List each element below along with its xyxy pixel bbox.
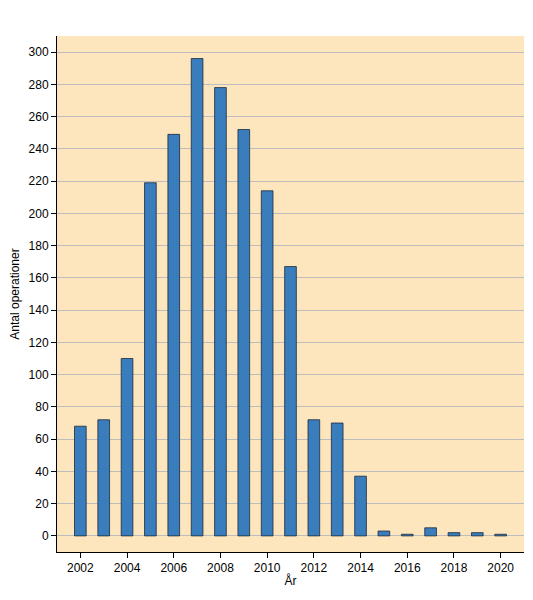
- svg-text:200: 200: [29, 207, 49, 221]
- svg-text:100: 100: [29, 368, 49, 382]
- svg-text:2002: 2002: [67, 561, 94, 575]
- svg-text:180: 180: [29, 239, 49, 253]
- svg-text:20: 20: [35, 497, 49, 511]
- svg-text:2020: 2020: [487, 561, 514, 575]
- svg-text:260: 260: [29, 110, 49, 124]
- svg-text:80: 80: [35, 400, 49, 414]
- svg-text:300: 300: [29, 45, 49, 59]
- svg-text:Antal operationer: Antal operationer: [8, 248, 22, 339]
- svg-text:220: 220: [29, 174, 49, 188]
- svg-text:2018: 2018: [441, 561, 468, 575]
- svg-text:2014: 2014: [347, 561, 374, 575]
- svg-text:2016: 2016: [394, 561, 421, 575]
- svg-text:280: 280: [29, 78, 49, 92]
- svg-text:0: 0: [42, 529, 49, 543]
- svg-text:40: 40: [35, 465, 49, 479]
- svg-text:2010: 2010: [254, 561, 281, 575]
- svg-text:120: 120: [29, 336, 49, 350]
- svg-text:2006: 2006: [160, 561, 187, 575]
- svg-text:140: 140: [29, 303, 49, 317]
- svg-text:2004: 2004: [114, 561, 141, 575]
- svg-text:160: 160: [29, 271, 49, 285]
- svg-text:2008: 2008: [207, 561, 234, 575]
- svg-text:År: År: [285, 573, 297, 588]
- svg-text:240: 240: [29, 142, 49, 156]
- svg-text:2012: 2012: [300, 561, 327, 575]
- svg-text:60: 60: [35, 432, 49, 446]
